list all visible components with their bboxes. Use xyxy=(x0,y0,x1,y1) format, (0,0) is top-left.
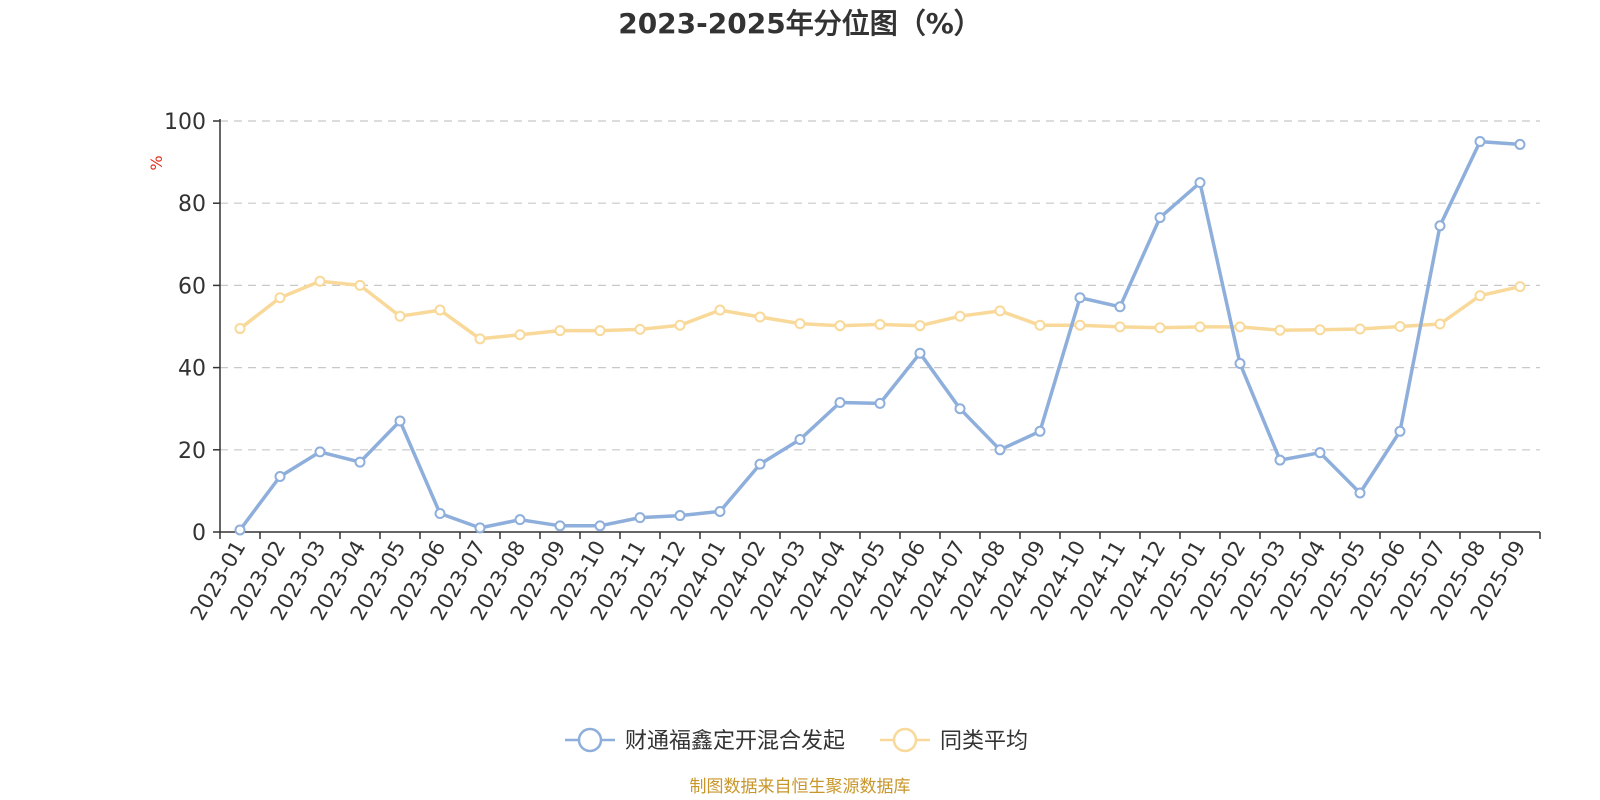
data-point[interactable] xyxy=(314,275,326,287)
data-point[interactable] xyxy=(1194,177,1206,189)
data-point[interactable] xyxy=(1114,301,1126,313)
y-tick-label-40: 40 xyxy=(178,357,206,382)
data-point[interactable] xyxy=(634,323,646,335)
data-point[interactable] xyxy=(1154,212,1166,224)
legend-item-1[interactable]: 同类平均 xyxy=(880,727,1028,754)
legend-marker xyxy=(892,727,918,753)
data-point[interactable] xyxy=(674,510,686,522)
grid-lines xyxy=(220,120,1540,451)
data-point[interactable] xyxy=(914,347,926,359)
data-point[interactable] xyxy=(994,444,1006,456)
data-point[interactable] xyxy=(1034,319,1046,331)
data-point[interactable] xyxy=(914,320,926,332)
data-point[interactable] xyxy=(474,333,486,345)
data-point[interactable] xyxy=(1194,321,1206,333)
data-point[interactable] xyxy=(234,524,246,536)
data-point[interactable] xyxy=(754,458,766,470)
data-point[interactable] xyxy=(474,522,486,534)
data-point[interactable] xyxy=(274,292,286,304)
data-point[interactable] xyxy=(1274,324,1286,336)
data-point[interactable] xyxy=(354,279,366,291)
data-point[interactable] xyxy=(994,305,1006,317)
data-point[interactable] xyxy=(1074,292,1086,304)
data-point[interactable] xyxy=(1434,220,1446,232)
y-axis-unit: % xyxy=(147,155,166,170)
data-point[interactable] xyxy=(874,397,886,409)
data-point[interactable] xyxy=(1514,281,1526,293)
series-1 xyxy=(234,275,1526,345)
data-point[interactable] xyxy=(394,310,406,322)
legend-label: 财通福鑫定开混合发起 xyxy=(625,729,845,754)
y-tick-label-100: 100 xyxy=(164,110,206,135)
series-line-0 xyxy=(238,139,1521,531)
data-point[interactable] xyxy=(1274,454,1286,466)
data-point[interactable] xyxy=(1474,136,1486,148)
data-point[interactable] xyxy=(1354,323,1366,335)
data-point[interactable] xyxy=(1234,357,1246,369)
series-line-1 xyxy=(238,279,1521,341)
data-point[interactable] xyxy=(1514,138,1526,150)
data-point[interactable] xyxy=(834,397,846,409)
series-0 xyxy=(234,136,1526,536)
data-point[interactable] xyxy=(1394,425,1406,437)
legend-label: 同类平均 xyxy=(940,729,1028,754)
data-point[interactable] xyxy=(434,304,446,316)
legend-item-0[interactable]: 财通福鑫定开混合发起 xyxy=(565,727,845,754)
data-point[interactable] xyxy=(954,403,966,415)
data-point[interactable] xyxy=(1034,425,1046,437)
y-tick-label-0: 0 xyxy=(192,521,206,546)
data-point[interactable] xyxy=(434,508,446,520)
y-tick-label-80: 80 xyxy=(178,192,206,217)
data-point[interactable] xyxy=(1354,487,1366,499)
chart-title: 2023-2025年分位图（%） xyxy=(618,7,982,40)
data-point[interactable] xyxy=(954,310,966,322)
data-point[interactable] xyxy=(1394,321,1406,332)
data-point[interactable] xyxy=(274,471,286,483)
data-point[interactable] xyxy=(1234,321,1246,333)
data-point[interactable] xyxy=(834,320,846,332)
data-point[interactable] xyxy=(1474,290,1486,302)
data-point[interactable] xyxy=(234,323,246,335)
legend-marker xyxy=(577,727,603,753)
data-point[interactable] xyxy=(794,434,806,446)
data-point[interactable] xyxy=(754,311,766,323)
series-lines xyxy=(234,136,1526,536)
data-point[interactable] xyxy=(1074,319,1086,331)
y-tick-label-60: 60 xyxy=(178,274,206,299)
data-point[interactable] xyxy=(594,325,606,337)
data-point[interactable] xyxy=(1314,447,1326,459)
data-point[interactable] xyxy=(794,318,806,330)
source-note: 制图数据来自恒生聚源数据库 xyxy=(690,777,911,797)
data-point[interactable] xyxy=(514,329,526,341)
data-point[interactable] xyxy=(514,514,526,526)
data-point[interactable] xyxy=(554,325,566,337)
data-point[interactable] xyxy=(554,520,566,532)
data-point[interactable] xyxy=(354,456,366,468)
data-point[interactable] xyxy=(594,520,606,532)
data-point[interactable] xyxy=(634,512,646,524)
y-tick-label-20: 20 xyxy=(178,439,206,464)
data-point[interactable] xyxy=(1314,324,1326,336)
data-point[interactable] xyxy=(1114,321,1126,333)
data-point[interactable] xyxy=(1154,322,1166,334)
data-point[interactable] xyxy=(874,318,886,330)
data-point[interactable] xyxy=(394,415,406,427)
data-point[interactable] xyxy=(314,446,326,458)
data-point[interactable] xyxy=(714,304,726,316)
data-point[interactable] xyxy=(674,319,686,331)
legend[interactable]: 财通福鑫定开混合发起 同类平均 xyxy=(565,727,1028,754)
data-point[interactable] xyxy=(1434,318,1446,330)
data-point[interactable] xyxy=(714,505,726,517)
